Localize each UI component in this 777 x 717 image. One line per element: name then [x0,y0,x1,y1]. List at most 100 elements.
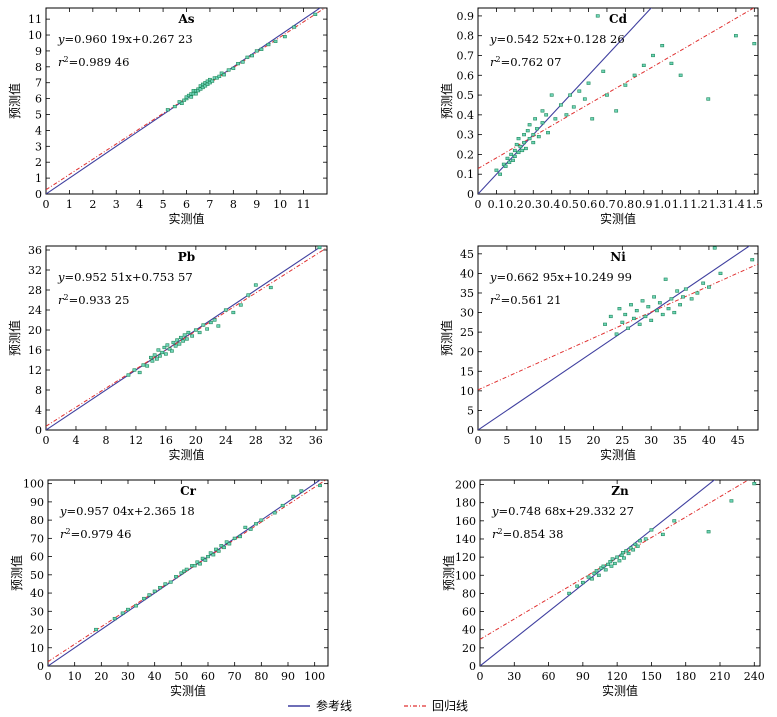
data-point [253,283,258,287]
panel-title: Ni [610,250,626,264]
data-point [174,575,178,579]
data-point [649,528,654,532]
y-tick-label: 80 [462,587,476,600]
data-point [512,148,517,153]
y-tick-label: 2 [35,156,42,169]
data-point [169,349,174,353]
data-point [126,607,130,612]
regression-line [46,8,326,191]
data-point [126,373,131,377]
data-point [94,627,98,632]
x-tick-label: 36 [309,434,323,447]
data-point [165,108,170,112]
r-squared: r2=0.762 07 [490,55,561,70]
y-tick-label: 50 [30,569,44,582]
r-squared: r2=0.989 46 [58,55,129,70]
data-point [567,591,572,596]
regression-line [46,247,327,427]
data-point [601,69,606,73]
equation-y-symbol: y [59,504,67,518]
x-tick-label: 1.0 [653,198,671,211]
data-point [631,316,636,321]
data-point [669,61,674,66]
data-point [172,104,177,109]
data-point [637,322,642,326]
data-point [190,334,195,338]
data-point [208,551,213,555]
data-point [246,293,251,297]
data-point [317,245,322,250]
data-point [181,339,186,343]
x-axis-label: 实测值 [602,683,638,698]
r-symbol: r [492,527,499,541]
x-tick-label: 150 [641,670,662,683]
data-point [132,368,137,372]
data-point [603,568,608,572]
x-axis-label: 实测值 [170,683,206,698]
data-point [614,109,619,113]
data-point [177,342,182,346]
y-tick-label: 200 [455,479,476,492]
data-point [223,308,228,312]
regression-equation: y=0.662 95x+10.249 99 [489,270,632,284]
y-tick-label: 0 [467,188,474,201]
data-point [291,494,296,499]
r-squared-exponent: 2 [64,55,69,64]
data-point [577,89,582,93]
data-point [603,322,607,326]
data-point [617,559,622,563]
data-point [193,92,198,96]
data-point [638,539,642,543]
x-tick-label: 16 [159,434,173,447]
regression-equation: y=0.960 19x+0.267 23 [57,32,193,46]
x-tick-label: 10 [68,670,82,683]
data-point [752,482,757,486]
data-point [575,584,580,588]
x-tick-label: 0.9 [635,198,653,211]
x-tick-label: 20 [94,670,108,683]
data-point [582,97,587,101]
x-tick-label: 0 [477,670,484,683]
data-point [669,297,674,301]
data-point [540,109,545,113]
data-point [184,567,189,571]
data-point [217,74,222,78]
y-tick-label: 30 [460,307,474,320]
data-point [163,582,168,586]
data-point [201,323,206,327]
r-squared: r2=0.979 46 [60,527,131,542]
legend-reference-label: 参考线 [316,698,352,713]
data-point [175,338,180,342]
data-point [259,47,264,51]
y-tick-label: 80 [30,514,44,527]
data-point [211,553,216,557]
y-tick-label: 0.4 [457,109,475,122]
data-point [158,585,162,590]
data-point [663,277,668,281]
y-tick-label: 60 [462,606,476,619]
data-point [594,569,599,573]
x-tick-label: 1.4 [727,198,745,211]
data-point [546,131,550,135]
data-point [706,530,711,534]
data-point [533,117,538,121]
r-squared-value: =0.854 38 [503,527,564,541]
data-point [238,303,243,307]
y-tick-label: 160 [455,515,476,528]
y-axis-label: 预测值 [7,83,22,119]
data-point [160,350,165,355]
data-point [163,352,168,356]
data-point [553,117,558,121]
y-tick-label: 3 [35,140,42,153]
y-tick-label: 15 [460,365,474,378]
data-point [216,324,221,328]
y-tick-label: 0.8 [457,30,475,43]
data-point [152,589,157,593]
y-tick-label: 0 [35,424,42,437]
data-point [516,150,521,155]
y-tick-label: 1 [35,172,42,185]
y-tick-label: 35 [460,287,474,300]
